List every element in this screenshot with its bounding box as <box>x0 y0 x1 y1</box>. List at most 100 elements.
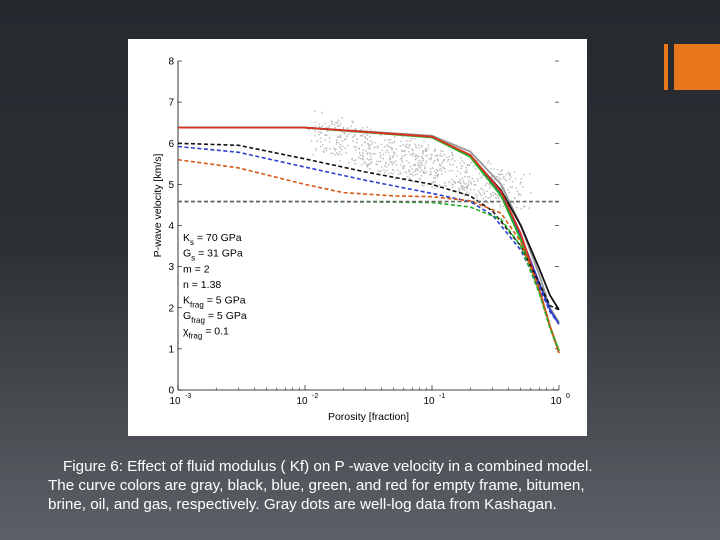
well-log-point <box>454 160 456 162</box>
well-log-point <box>340 153 342 156</box>
well-log-point <box>377 170 379 172</box>
y-tick-label: 0 <box>168 386 174 397</box>
well-log-point <box>404 153 407 156</box>
well-log-point <box>361 157 363 160</box>
well-log-point <box>337 124 339 127</box>
well-log-point <box>463 182 465 184</box>
well-log-point <box>399 171 401 173</box>
well-log-point <box>488 183 491 186</box>
well-log-point <box>380 134 382 137</box>
well-log-point <box>340 136 342 139</box>
well-log-point <box>474 165 476 167</box>
well-log-point <box>408 150 410 153</box>
well-log-point <box>361 154 364 156</box>
well-log-point <box>505 196 507 198</box>
well-log-point <box>403 155 406 157</box>
parameter-label: Kfrag = 5 GPa <box>183 295 246 310</box>
well-log-point <box>386 149 388 151</box>
well-log-point <box>390 172 392 174</box>
well-log-point <box>500 186 503 188</box>
well-log-point <box>490 185 492 187</box>
well-log-point <box>468 179 470 182</box>
well-log-point <box>518 194 520 196</box>
well-log-point <box>497 176 500 178</box>
well-log-point <box>419 165 422 167</box>
well-log-point <box>415 154 417 156</box>
well-log-point <box>386 144 388 147</box>
well-log-point <box>426 171 428 174</box>
well-log-point <box>466 191 468 193</box>
well-log-point <box>495 197 497 199</box>
well-log-point <box>433 160 436 162</box>
well-log-point <box>314 130 316 133</box>
well-log-point <box>519 183 522 185</box>
well-log-point <box>369 148 371 150</box>
well-log-point <box>316 140 319 142</box>
well-log-point <box>375 163 377 165</box>
well-log-point <box>475 184 477 186</box>
well-log-point <box>485 196 487 198</box>
well-log-point <box>328 137 331 139</box>
y-tick-label: 5 <box>168 180 174 191</box>
well-log-point <box>405 172 408 174</box>
well-log-point <box>466 187 468 190</box>
well-log-point <box>310 140 313 142</box>
well-log-point <box>413 164 415 166</box>
well-log-point <box>366 158 369 160</box>
well-log-point <box>362 155 364 158</box>
well-log-point <box>395 148 397 151</box>
well-log-point <box>459 179 462 181</box>
well-log-point <box>365 150 367 152</box>
well-log-point <box>507 189 509 191</box>
series-line-solid-4 <box>178 126 560 354</box>
well-log-point <box>464 170 467 173</box>
well-log-point <box>421 146 423 148</box>
well-log-point <box>366 152 369 154</box>
well-log-point <box>403 164 405 167</box>
well-log-point <box>462 180 464 182</box>
well-log-point <box>364 141 366 143</box>
well-log-point <box>414 143 416 145</box>
series-line-dashed-8 <box>178 200 560 352</box>
well-log-point <box>440 167 442 170</box>
accent-decoration <box>664 44 720 90</box>
well-log-point <box>502 186 505 189</box>
well-log-point <box>362 158 364 160</box>
well-log-point <box>387 164 390 166</box>
well-log-point <box>451 154 454 157</box>
well-log-point <box>434 177 437 179</box>
well-log-point <box>470 162 472 164</box>
well-log-point <box>454 182 456 184</box>
well-log-point <box>366 126 368 128</box>
well-log-point <box>403 165 405 168</box>
well-log-point <box>508 173 510 175</box>
x-tick-label: 10 <box>169 396 181 407</box>
parameter-label: n = 1.38 <box>183 279 221 291</box>
well-log-point <box>487 197 490 199</box>
well-log-point <box>492 194 495 197</box>
well-log-point <box>404 150 406 152</box>
well-log-point <box>351 136 354 139</box>
well-log-point <box>476 194 478 197</box>
well-log-point <box>499 178 501 181</box>
well-log-point <box>474 184 476 186</box>
well-log-point <box>388 151 390 153</box>
well-log-point <box>461 187 463 189</box>
well-log-point <box>409 173 412 175</box>
well-log-point <box>511 186 514 188</box>
well-log-point <box>494 193 497 196</box>
well-log-point <box>388 142 391 144</box>
well-log-point <box>514 197 516 200</box>
well-log-point <box>368 143 371 146</box>
well-log-point <box>466 186 468 188</box>
well-log-point <box>328 148 331 150</box>
accent-bar-square <box>674 44 720 90</box>
well-log-point <box>480 176 483 179</box>
well-log-point <box>324 122 326 125</box>
well-log-point <box>512 202 515 204</box>
well-log-point <box>413 152 415 155</box>
well-log-point <box>460 185 463 188</box>
y-tick-label: 8 <box>168 57 174 68</box>
well-log-point <box>383 168 385 171</box>
well-log-point <box>440 150 442 152</box>
